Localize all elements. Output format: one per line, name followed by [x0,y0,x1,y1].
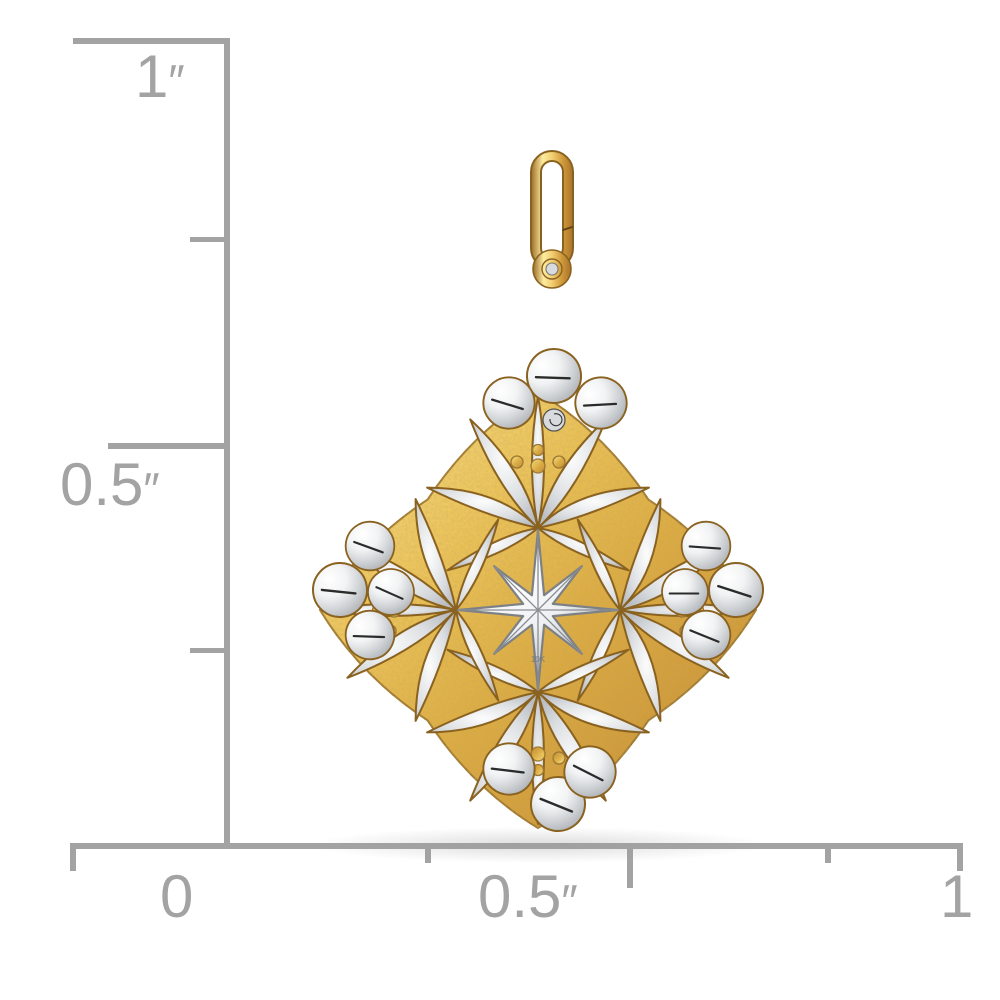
svg-text:10K: 10K [531,655,546,664]
